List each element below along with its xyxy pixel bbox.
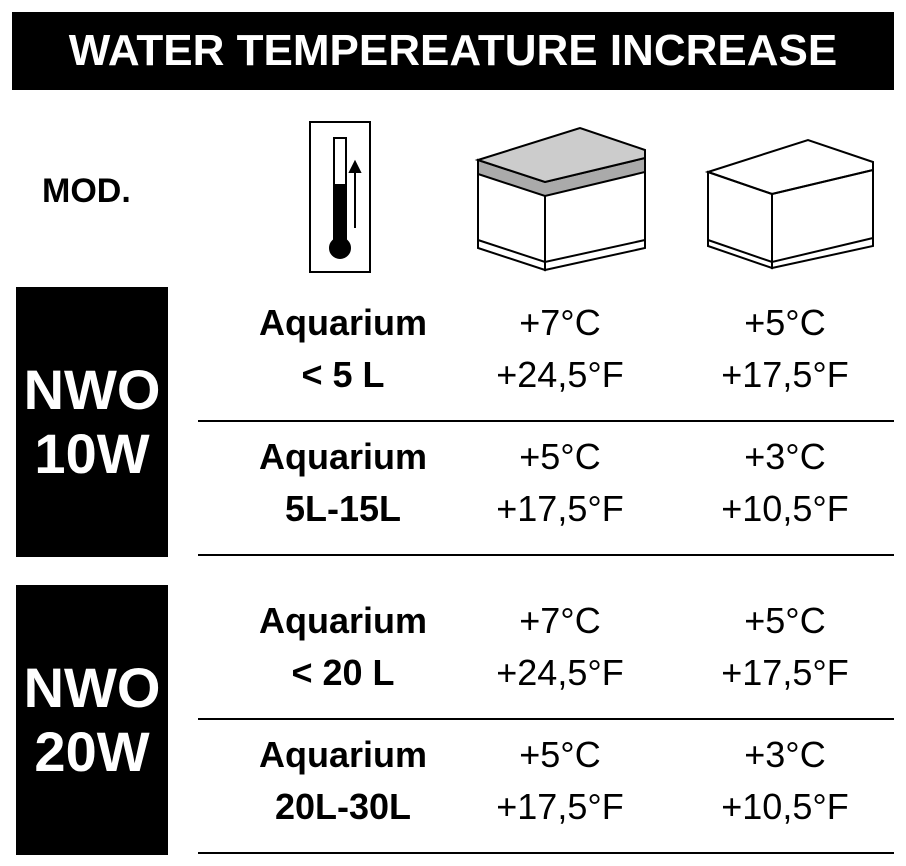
cell-line: +5°C <box>519 436 601 477</box>
cell-line: +17,5°F <box>721 354 849 395</box>
row-rule <box>198 852 894 854</box>
model-label: 20W <box>34 720 150 783</box>
aquarium-size: Aquarium 20L-30L <box>228 729 458 833</box>
open-value: +5°C +17,5°F <box>680 297 890 401</box>
model-block: NWO 20W <box>16 585 168 855</box>
cell-line: Aquarium <box>258 734 427 775</box>
cell-line: +7°C <box>519 302 601 343</box>
cell-line: +10,5°F <box>721 488 849 529</box>
mod-label: MOD. <box>42 172 131 210</box>
cell-line: +24,5°F <box>496 354 624 395</box>
icons <box>309 121 874 273</box>
title: WATER TEMPEREATURE INCREASE <box>12 12 894 90</box>
open-aquarium-icon <box>704 138 874 270</box>
cell-line: +17,5°F <box>496 786 624 827</box>
cell-line: 5L-15L <box>284 488 402 529</box>
cell-line: < 20 L <box>291 652 395 693</box>
aquarium-size: Aquarium < 5 L <box>228 297 458 401</box>
open-value: +5°C +17,5°F <box>680 595 890 699</box>
cell-line: +3°C <box>744 436 826 477</box>
cell-line: Aquarium <box>258 302 427 343</box>
cell-line: Aquarium <box>258 436 427 477</box>
cell-line: +3°C <box>744 734 826 775</box>
thermometer-icon <box>309 121 371 273</box>
cell-line: < 5 L <box>301 354 385 395</box>
cell-line: +10,5°F <box>721 786 849 827</box>
cell-line: +5°C <box>744 600 826 641</box>
cell-line: 20L-30L <box>274 786 412 827</box>
row-rule <box>198 420 894 422</box>
model-block: NWO 10W <box>16 287 168 557</box>
model-label: NWO <box>23 358 161 421</box>
covered-aquarium-icon <box>474 126 646 272</box>
aquarium-size: Aquarium < 20 L <box>228 595 458 699</box>
covered-value: +7°C +24,5°F <box>455 297 665 401</box>
cell-line: +5°C <box>519 734 601 775</box>
open-value: +3°C +10,5°F <box>680 729 890 833</box>
model-label: NWO <box>23 656 161 719</box>
cell-line: +5°C <box>744 302 826 343</box>
row-rule <box>198 554 894 556</box>
covered-value: +7°C +24,5°F <box>455 595 665 699</box>
aquarium-size: Aquarium 5L-15L <box>228 431 458 535</box>
row-rule <box>198 718 894 720</box>
cell-line: Aquarium <box>258 600 427 641</box>
open-value: +3°C +10,5°F <box>680 431 890 535</box>
covered-value: +5°C +17,5°F <box>455 431 665 535</box>
cell-line: +17,5°F <box>496 488 624 529</box>
cell-line: +24,5°F <box>496 652 624 693</box>
covered-value: +5°C +17,5°F <box>455 729 665 833</box>
model-label: 10W <box>34 422 150 485</box>
cell-line: +7°C <box>519 600 601 641</box>
cell-line: +17,5°F <box>721 652 849 693</box>
